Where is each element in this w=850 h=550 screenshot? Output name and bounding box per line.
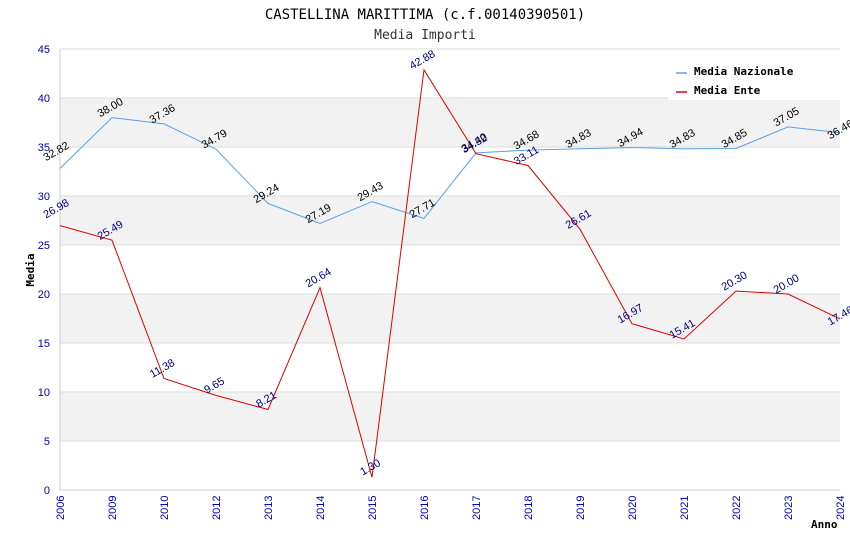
background-bands — [60, 98, 840, 441]
x-tick-label: 2009 — [107, 496, 119, 520]
data-label-media-ente: 20.30 — [720, 269, 750, 293]
y-tick-label: 40 — [38, 93, 50, 105]
data-label-media-ente: 20.00 — [772, 272, 802, 296]
legend-label-media-nazionale: Media Nazionale — [694, 65, 794, 78]
y-tick-label: 20 — [38, 289, 50, 301]
band-15-20 — [60, 294, 840, 343]
x-tick-label: 2012 — [211, 496, 223, 520]
x-tick-label: 2016 — [419, 496, 431, 520]
x-tick-labels: 2006 2009 2010 2012 2013 2014 2015 2016 2017 2018… — [55, 496, 847, 520]
data-label-media-ente: 11.38 — [148, 357, 177, 381]
band-5-10 — [60, 392, 840, 441]
legend: Media Nazionale Media Ente — [668, 58, 840, 100]
y-axis-label: Media — [24, 253, 37, 286]
x-tick-label: 2015 — [367, 496, 379, 520]
y-tick-labels: 0 5 10 15 20 25 30 35 40 45 — [38, 44, 50, 497]
y-tick-label: 35 — [38, 142, 50, 154]
data-label-media-ente: 20.64 — [304, 266, 334, 290]
y-tick-label: 30 — [38, 191, 50, 203]
x-tick-label: 2019 — [575, 496, 587, 520]
y-tick-label: 45 — [38, 44, 50, 56]
y-tick-label: 15 — [38, 338, 50, 350]
band-25-30 — [60, 196, 840, 245]
series-line-media-ente — [59, 68, 841, 478]
x-tick-label: 2020 — [627, 496, 639, 520]
series-line-media-nazionale — [59, 117, 841, 225]
chart-title: CASTELLINA MARITTIMA (c.f.00140390501) — [265, 7, 585, 23]
x-tick-label: 2024 — [835, 496, 847, 520]
series-lines — [59, 68, 841, 478]
x-tick-label: 2017 — [471, 496, 483, 520]
y-tick-label: 5 — [44, 436, 50, 448]
data-label-media-ente: 42.88 — [408, 48, 438, 72]
legend-box — [668, 58, 840, 100]
x-tick-label: 2021 — [679, 496, 691, 520]
x-tick-label: 2023 — [783, 496, 795, 520]
x-tick-label: 2022 — [731, 496, 743, 520]
chart-subtitle: Media Importi — [374, 28, 476, 43]
band-35-40 — [60, 98, 840, 147]
x-tick-label: 2014 — [315, 496, 327, 520]
y-tick-label: 10 — [38, 387, 50, 399]
x-tick-label: 2010 — [159, 496, 171, 520]
x-axis-label: Anno — [811, 518, 838, 531]
y-tick-label: 25 — [38, 240, 50, 252]
legend-label-media-ente: Media Ente — [694, 84, 761, 97]
data-label-media-ente: 1.30 — [358, 457, 383, 478]
grid-lines — [60, 48, 840, 491]
x-tick-label: 2013 — [263, 496, 275, 520]
x-tick-label: 2006 — [55, 496, 67, 520]
y-tick-label: 0 — [44, 485, 50, 497]
x-tick-label: 2018 — [523, 496, 535, 520]
